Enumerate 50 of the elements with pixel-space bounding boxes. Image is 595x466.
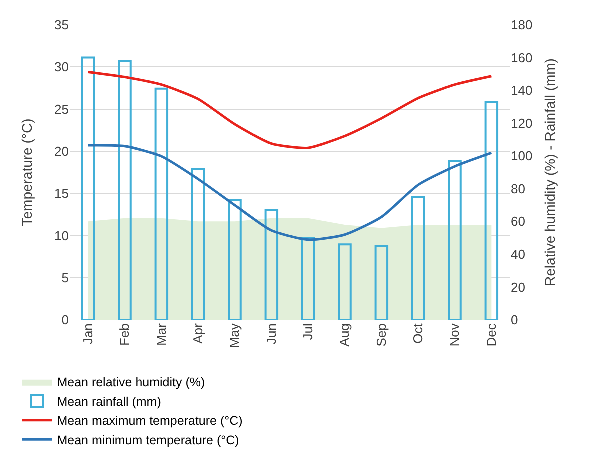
x-tick-label: Oct <box>410 323 426 344</box>
x-tick-label: Jun <box>264 324 279 345</box>
bar <box>338 244 352 320</box>
bar <box>301 237 316 320</box>
y2-tick-label: 0 <box>511 312 518 328</box>
y2-tick-label: 120 <box>511 116 533 131</box>
x-tick-label: Nov <box>447 323 462 347</box>
y2-tick-label: 100 <box>511 148 533 164</box>
y2-tick-label: 40 <box>511 246 526 262</box>
y2-tick-label: 180 <box>511 18 533 33</box>
bar <box>228 199 242 320</box>
y-tick-label: 15 <box>54 186 69 202</box>
x-tick-label: Feb <box>117 324 132 346</box>
bar <box>374 245 389 320</box>
y2-tick-label: 140 <box>511 83 533 98</box>
y-tick-label: 25 <box>54 102 69 117</box>
bar <box>154 88 169 320</box>
y2-tick-label: 80 <box>511 181 526 196</box>
x-tick-label: Apr <box>190 322 206 344</box>
x-tick-label: Aug <box>337 324 352 347</box>
x-tick-label: Dec <box>484 323 499 347</box>
legend-label: Mean minimum temperature (°C) <box>57 433 240 448</box>
line-series <box>87 144 493 242</box>
y2-tick-label: 60 <box>511 214 526 230</box>
line-series <box>87 70 493 150</box>
x-tick-label: May <box>227 323 242 348</box>
bar <box>411 196 426 320</box>
bar <box>264 209 279 320</box>
y-tick-label: 5 <box>62 270 69 286</box>
y-axis-title: Temperature (°C) <box>19 118 35 226</box>
legend-label: Mean relative humidity (%) <box>57 376 206 390</box>
x-tick-label: Jul <box>300 323 316 340</box>
bar <box>81 56 96 320</box>
y-tick-label: 0 <box>62 312 69 328</box>
legend-label: Mean maximum temperature (°C) <box>57 414 243 428</box>
bar <box>118 60 132 320</box>
y2-axis-title: Relative humidity (%) - Rainfall (mm) <box>542 58 558 286</box>
legend-label: Mean rainfall (mm) <box>57 394 162 409</box>
y-tick-label: 10 <box>54 228 69 244</box>
y-tick-label: 30 <box>54 60 69 75</box>
y-tick-label: 20 <box>54 144 69 159</box>
y-tick-label: 35 <box>54 18 69 33</box>
x-tick-label: Sep <box>374 324 389 347</box>
y2-tick-label: 20 <box>511 280 526 295</box>
bar <box>191 168 206 320</box>
bar <box>448 160 462 320</box>
x-tick-label: Jan <box>80 324 96 345</box>
bar <box>484 101 499 320</box>
x-tick-label: Mar <box>154 322 169 346</box>
y2-tick-label: 160 <box>511 50 533 66</box>
